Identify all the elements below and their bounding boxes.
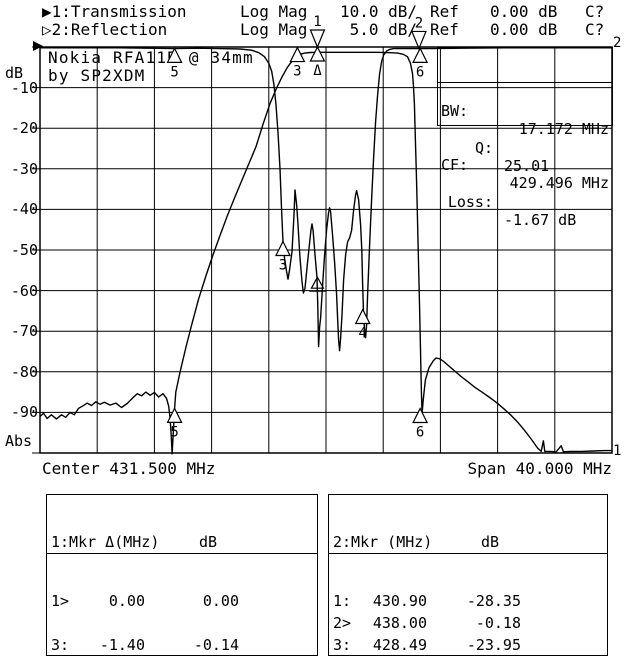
- q-loss-info-box: Q: 25.01 Loss: -1.67 dB: [437, 82, 613, 229]
- marker-ch1-Δ: Δ: [309, 45, 326, 79]
- header-channel-1: ▶1:Transmission Log Mag 10.0 dB/ Ref 0.0…: [0, 3, 640, 21]
- mkr-v1: 428.49: [372, 636, 427, 654]
- mkr-v2: -23.95: [466, 636, 521, 654]
- channel2-ref-label: Ref: [430, 20, 459, 39]
- mkr-id: 1>: [51, 592, 70, 610]
- y-tick-label--80: -80: [10, 362, 38, 381]
- marker-ch2-delta-ref: [309, 275, 326, 292]
- mkr-v2: -0.18: [475, 614, 521, 632]
- mkr-id: 1:: [333, 592, 352, 610]
- mkr-v1: 0.00: [108, 592, 145, 610]
- marker-ch1-3: 3: [289, 46, 306, 80]
- bandwidth-info-box: BW: 17.172 MHz CF: 429.496 MHz: [437, 47, 613, 192]
- q-label: Q:: [474, 139, 493, 157]
- q-value: 25.01: [504, 157, 550, 175]
- channel2-cal-status: C?: [585, 20, 605, 39]
- y-tick-label--90: -90: [10, 403, 38, 422]
- marker-table-ch2-header: 2:Mkr (MHz) dB: [329, 531, 607, 554]
- marker-ch1-6: 6: [412, 407, 429, 441]
- q-row: Q: 25.01: [438, 121, 612, 175]
- plot-title-line1: Nokia RFA11B @ 34mm: [48, 48, 254, 67]
- marker-row: 2> 438.00 -0.18: [329, 612, 607, 634]
- mkr-v1: 438.00: [372, 614, 427, 632]
- marker-table-ch1-unit: dB: [199, 533, 218, 551]
- marker-triangle-up-icon: [354, 308, 371, 325]
- trace1-identifier: 1: [613, 443, 622, 459]
- channel1-format: Log Mag: [240, 2, 308, 21]
- marker-table-ch1: 1:Mkr Δ(MHz) dB 1>0.000.003:-1.40-0.145:…: [46, 494, 318, 656]
- marker-row: [47, 612, 317, 634]
- marker-triangle-up-icon: [166, 406, 183, 423]
- marker-row: 3: 428.49 -23.95: [329, 634, 607, 656]
- mkr-v2: -28.35: [466, 592, 521, 610]
- marker-triangle-up-icon: [274, 240, 291, 257]
- marker-ch2-4: 4: [354, 308, 371, 342]
- marker-label: 3: [293, 64, 301, 80]
- channel2-scale: 5.0 dB/: [349, 20, 417, 39]
- marker-table-ch2-unit: dB: [481, 533, 500, 551]
- y-axis-unit-label: dB: [5, 64, 24, 82]
- marker-label: Δ: [313, 63, 322, 79]
- marker-table-ch1-title: 1:Mkr Δ(MHz): [51, 533, 160, 551]
- x-axis-span-label: Span 40.000 MHz: [467, 459, 613, 478]
- marker-label: 4: [359, 326, 367, 342]
- trace2-inactive-arrow-icon: ▷: [42, 20, 52, 39]
- mkr-id: 3:: [51, 636, 70, 654]
- marker-row: 1: 430.90 -28.35: [329, 590, 607, 612]
- trace1-active-arrow-icon: ▶: [42, 2, 52, 21]
- plot-title-line2: by SP2XDM: [48, 66, 146, 85]
- y-tick-label--50: -50: [10, 241, 38, 259]
- marker-table-ch1-body: 1>0.000.003:-1.40-0.145:-9.99-89.006:7.1…: [47, 590, 317, 659]
- marker-delta-ref-icon: [310, 275, 325, 289]
- marker-triangle-up-icon: [412, 47, 429, 63]
- channel1-scale: 10.0 dB/: [339, 2, 417, 21]
- marker-table-ch2: 2:Mkr (MHz) dB 1: 430.90 -28.35 2> 438.00 -0.…: [328, 494, 608, 659]
- marker-row: 3: -1.40 -0.14: [47, 634, 317, 656]
- marker-label: 5: [170, 424, 178, 440]
- channel2-format: Log Mag: [240, 20, 308, 39]
- marker-ch2-6: 6: [412, 47, 429, 80]
- mkr-v1: -1.40: [99, 636, 145, 654]
- marker-label: 3: [279, 257, 287, 273]
- trace2-identifier: 2: [613, 35, 622, 51]
- mkr-v2: -0.14: [193, 636, 239, 654]
- y-tick-label--30: -30: [10, 159, 38, 178]
- channel1-label: ▶1:Transmission: [42, 3, 187, 21]
- mkr-id: 3:: [333, 636, 352, 654]
- marker-table-ch2-title: 2:Mkr (MHz): [333, 533, 433, 551]
- marker-ch2-3: 3: [274, 240, 291, 273]
- mkr-v1: 430.90: [372, 592, 427, 610]
- marker-row: 1> 0.00 0.00: [47, 590, 317, 612]
- marker-triangle-up-icon: [412, 407, 429, 424]
- marker-table-ch1-header: 1:Mkr Δ(MHz) dB: [47, 531, 317, 554]
- mkr-v2: 0.00: [202, 592, 239, 610]
- y-tick-label--70: -70: [10, 322, 38, 341]
- y-tick-label--10: -10: [10, 78, 38, 97]
- marker-ch1-5: 5: [166, 406, 183, 440]
- x-axis-center-label: Center 431.500 MHz: [42, 459, 216, 478]
- marker-label: 6: [416, 425, 424, 441]
- loss-value: -1.67 dB: [504, 211, 577, 229]
- y-tick-label--40: -40: [10, 200, 38, 219]
- channel2-name: 2:Reflection: [51, 20, 168, 39]
- mkr-id: 2>: [333, 614, 352, 632]
- loss-row: Loss: -1.67 dB: [438, 175, 612, 229]
- channel1-name: 1:Transmission: [51, 2, 187, 21]
- channel2-ref-value: 0.00 dB: [490, 20, 558, 39]
- header-channel-2: ▷2:Reflection Log Mag 5.0 dB/ Ref 0.00 d…: [0, 21, 640, 39]
- marker-triangle-up-icon: [309, 45, 326, 62]
- y-tick-label--20: -20: [10, 119, 38, 138]
- channel1-ref-value: 0.00 dB: [490, 2, 558, 21]
- channel1-cal-status: C?: [585, 2, 605, 21]
- marker-table-ch2-body: 1: 430.90 -28.35 2> 438.00 -0.18 3: 428.49 -23.9…: [329, 590, 607, 659]
- marker-label: 6: [416, 64, 424, 80]
- channel1-ref-label: Ref: [430, 2, 459, 21]
- y-axis-bottom-label: Abs: [5, 432, 33, 450]
- channel2-label: ▷2:Reflection: [42, 21, 167, 39]
- marker-triangle-up-icon: [289, 46, 306, 63]
- loss-label: Loss:: [447, 193, 493, 211]
- y-tick-label--60: -60: [10, 281, 38, 300]
